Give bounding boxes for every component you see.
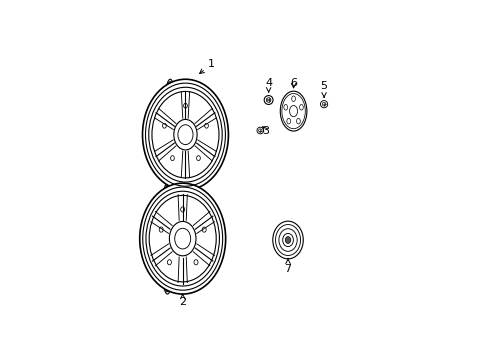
Text: 2: 2 xyxy=(179,294,186,307)
Circle shape xyxy=(257,127,263,134)
Text: 6: 6 xyxy=(289,78,297,89)
Text: 4: 4 xyxy=(264,78,272,92)
Text: 7: 7 xyxy=(284,258,291,274)
Ellipse shape xyxy=(173,120,197,150)
Ellipse shape xyxy=(272,221,303,259)
Circle shape xyxy=(320,100,327,108)
Ellipse shape xyxy=(285,237,290,243)
Ellipse shape xyxy=(140,183,225,294)
Ellipse shape xyxy=(142,79,228,190)
Text: 3: 3 xyxy=(262,126,269,135)
Circle shape xyxy=(264,96,272,104)
Ellipse shape xyxy=(280,91,306,131)
Text: 1: 1 xyxy=(199,59,215,73)
Text: 5: 5 xyxy=(320,81,327,97)
Ellipse shape xyxy=(169,221,196,256)
